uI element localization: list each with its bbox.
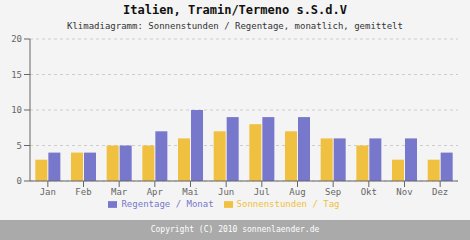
svg-text:Jan: Jan	[40, 187, 56, 197]
svg-text:Apr: Apr	[147, 187, 164, 197]
svg-text:Okt: Okt	[361, 187, 377, 197]
svg-text:Jul: Jul	[254, 187, 270, 197]
svg-text:0: 0	[17, 176, 22, 186]
html-text:Klimadiagramm: Sonnenstunden /: Klimadiagramm: Sonnenstunden / Regentage…	[67, 21, 403, 31]
svg-text:20: 20	[11, 34, 22, 44]
svg-text:Aug: Aug	[289, 187, 305, 197]
svg-text:Mar: Mar	[111, 187, 128, 197]
svg-text:Dez: Dez	[432, 187, 448, 197]
svg-text:5: 5	[17, 141, 22, 151]
html-text:Sonnenstunden / Tag: Sonnenstunden / Tag	[236, 199, 340, 209]
svg-text:Feb: Feb	[75, 187, 91, 197]
html-text:Copyright (C) 2010 sonnenlaend: Copyright (C) 2010 sonnenlaender.de	[150, 225, 320, 234]
svg-text:Sep: Sep	[325, 187, 341, 197]
svg-text:15: 15	[11, 70, 22, 80]
html-text:Italien, Tramin/Termeno s.S.d.: Italien, Tramin/Termeno s.S.d.V	[123, 3, 347, 17]
svg-text:10: 10	[11, 105, 22, 115]
svg-text:Jun: Jun	[218, 187, 234, 197]
svg-text:Nov: Nov	[396, 187, 412, 197]
svg-text:Mai: Mai	[182, 187, 198, 197]
html-text:Regentage / Monat: Regentage / Monat	[121, 199, 214, 209]
